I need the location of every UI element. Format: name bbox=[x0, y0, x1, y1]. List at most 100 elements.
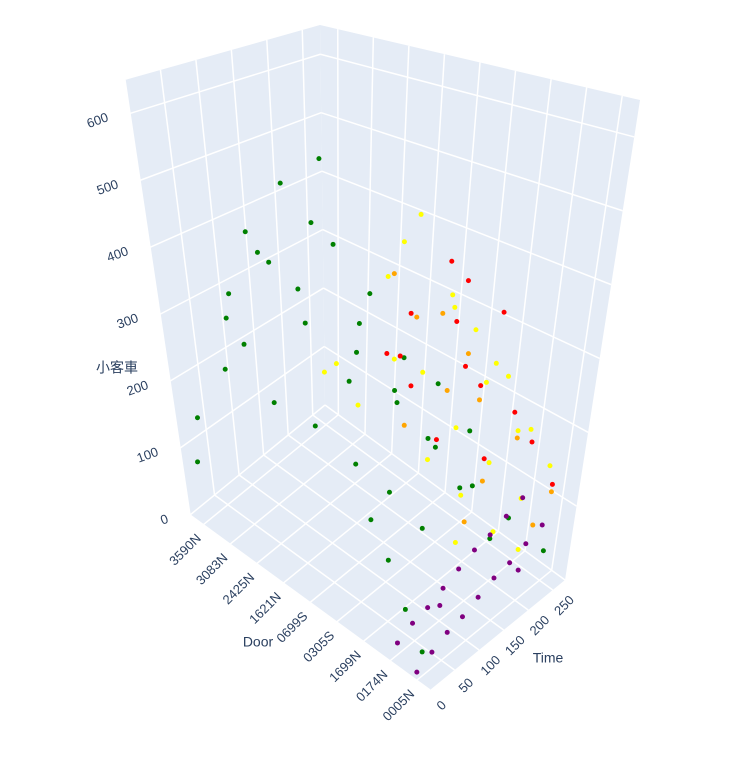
point bbox=[367, 291, 373, 297]
point bbox=[242, 229, 248, 235]
grid-line bbox=[159, 228, 324, 315]
point bbox=[432, 444, 438, 450]
y-tick-label: 2425N bbox=[220, 570, 258, 608]
point bbox=[457, 485, 463, 491]
point bbox=[529, 439, 535, 445]
grid-line bbox=[301, 29, 314, 416]
point bbox=[463, 363, 469, 369]
y-tick-label: 1699N bbox=[326, 647, 364, 685]
point bbox=[368, 517, 374, 523]
point bbox=[539, 522, 545, 528]
point bbox=[330, 241, 336, 247]
x-axis-title: Time bbox=[533, 650, 564, 666]
point bbox=[408, 383, 414, 389]
point bbox=[549, 481, 555, 487]
point bbox=[501, 309, 507, 315]
grid-line bbox=[550, 95, 623, 571]
point bbox=[385, 274, 391, 279]
grid-line bbox=[149, 170, 323, 248]
point bbox=[355, 402, 361, 408]
point bbox=[440, 585, 446, 591]
point bbox=[514, 435, 520, 441]
x-tick-label: 50 bbox=[455, 675, 476, 696]
x-tick-label: 100 bbox=[477, 652, 503, 678]
point bbox=[530, 522, 536, 528]
point bbox=[486, 460, 492, 466]
x-tick-label: 0 bbox=[433, 697, 449, 713]
point bbox=[414, 669, 420, 675]
point bbox=[520, 495, 526, 501]
y-tick-label: 0005N bbox=[380, 686, 418, 724]
grid-line bbox=[139, 111, 322, 182]
point bbox=[483, 379, 489, 385]
point bbox=[490, 529, 496, 535]
point bbox=[444, 388, 450, 393]
point bbox=[454, 319, 460, 324]
point bbox=[444, 629, 450, 635]
point bbox=[408, 310, 414, 316]
grid-line bbox=[364, 37, 375, 435]
z-tick-label: 0 bbox=[158, 511, 170, 528]
grid-line bbox=[179, 345, 325, 449]
point bbox=[316, 156, 322, 162]
point bbox=[433, 437, 439, 443]
point bbox=[410, 620, 416, 626]
grid-line bbox=[266, 39, 289, 436]
point bbox=[424, 457, 430, 463]
point bbox=[356, 320, 362, 326]
grid-line bbox=[169, 287, 324, 382]
point bbox=[473, 327, 479, 333]
scene bbox=[125, 25, 640, 690]
point bbox=[254, 249, 260, 255]
point bbox=[302, 320, 308, 326]
point bbox=[523, 541, 529, 547]
y-tick-label: 0699S bbox=[273, 608, 310, 645]
grid-line bbox=[417, 54, 446, 474]
grid-line bbox=[129, 53, 321, 115]
point bbox=[449, 258, 455, 264]
point bbox=[354, 349, 360, 355]
point bbox=[453, 425, 459, 431]
point bbox=[308, 220, 314, 226]
grid-line bbox=[189, 404, 326, 516]
z-tick-label: 300 bbox=[115, 310, 141, 332]
grid-line bbox=[256, 453, 393, 565]
point bbox=[461, 519, 467, 525]
z-tick-label: 200 bbox=[125, 377, 151, 399]
grid-line bbox=[124, 79, 191, 516]
point bbox=[452, 304, 458, 310]
point bbox=[465, 278, 471, 284]
point bbox=[547, 463, 553, 469]
point bbox=[419, 649, 425, 655]
point bbox=[515, 546, 521, 552]
point bbox=[540, 548, 546, 554]
point bbox=[452, 540, 458, 546]
z-tick-label: 500 bbox=[95, 176, 121, 198]
point bbox=[425, 605, 431, 611]
point bbox=[346, 378, 352, 384]
point bbox=[491, 575, 497, 581]
points bbox=[194, 156, 555, 675]
point bbox=[467, 428, 473, 434]
point bbox=[450, 292, 456, 298]
point bbox=[353, 461, 359, 467]
point bbox=[321, 369, 327, 375]
point bbox=[515, 567, 521, 573]
point bbox=[503, 513, 509, 519]
y-tick-label: 1621N bbox=[246, 589, 284, 627]
point bbox=[241, 341, 247, 347]
point bbox=[397, 353, 403, 359]
point bbox=[394, 400, 400, 406]
point bbox=[333, 361, 339, 367]
x-tick-label: 200 bbox=[526, 612, 552, 638]
point bbox=[459, 614, 465, 620]
point bbox=[475, 594, 481, 600]
z-tick-label: 400 bbox=[105, 243, 131, 265]
point bbox=[418, 211, 424, 217]
z-axis-title: 小客車 bbox=[96, 360, 138, 376]
point bbox=[223, 315, 229, 321]
grid-line bbox=[309, 491, 446, 604]
grid-line bbox=[524, 87, 588, 551]
point bbox=[401, 355, 407, 361]
